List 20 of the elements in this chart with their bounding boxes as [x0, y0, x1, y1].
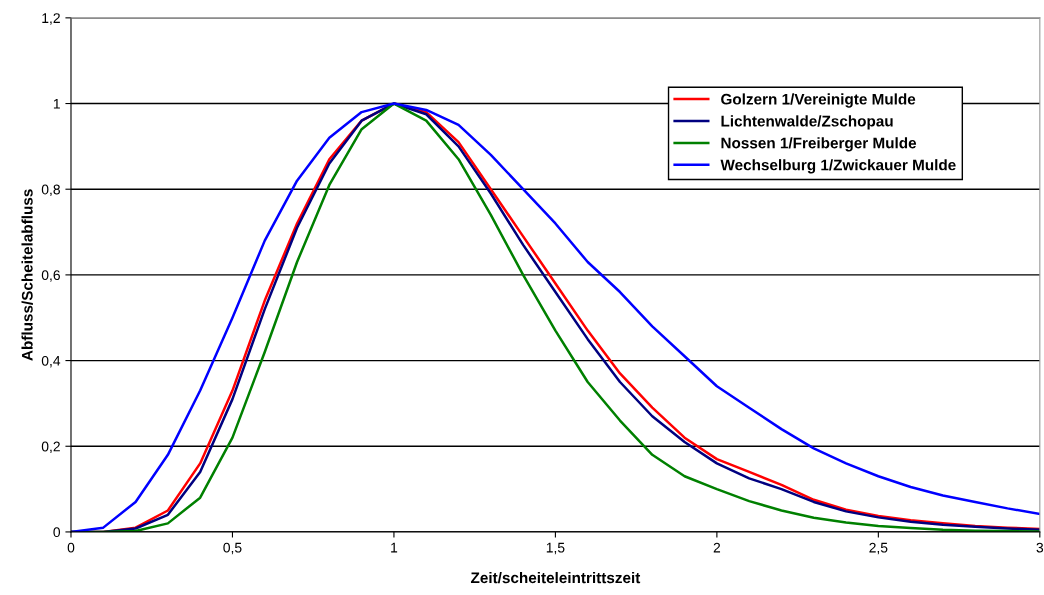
- y-tick-label: 1: [53, 99, 60, 109]
- x-tick-label: 0: [67, 542, 75, 553]
- y-tick-label: 0: [53, 527, 61, 538]
- y-tick-label: 0,8: [41, 184, 60, 197]
- y-tick-label: 0,4: [41, 355, 61, 368]
- y-axis-title: Abfluss/Scheitelabfluss: [21, 189, 33, 361]
- y-tick-label: 0,6: [41, 270, 60, 282]
- x-tick-label: 3: [1036, 542, 1044, 553]
- x-tick-label: 1,5: [546, 542, 565, 555]
- y-tick-label: 1,2: [42, 13, 60, 25]
- legend-label: Golzern 1/Vereinigte Mulde: [721, 93, 916, 108]
- y-tick-label: 0,2: [41, 441, 60, 454]
- x-tick-label: 0,5: [223, 542, 242, 555]
- x-tick-label: 1: [391, 542, 398, 553]
- legend-label: Wechselburg 1/Zwickauer Mulde: [720, 159, 956, 174]
- legend-label: Lichtenwalde/Zschopau: [721, 115, 893, 130]
- x-tick-label: 2: [713, 542, 721, 553]
- x-tick-label: 2,5: [869, 542, 888, 555]
- legend-label: Nossen 1/Freiberger Mulde: [721, 137, 917, 152]
- x-axis-title: Zeit/scheiteleintrittszeit: [470, 571, 641, 584]
